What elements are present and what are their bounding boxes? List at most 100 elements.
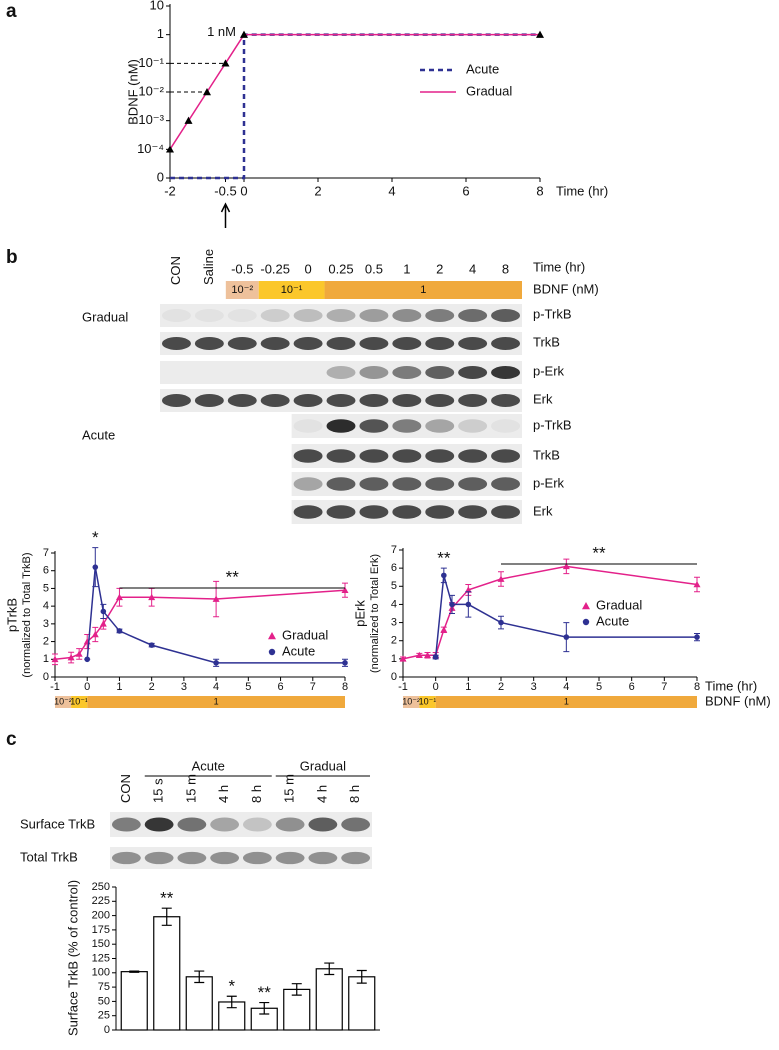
marker	[536, 30, 544, 38]
x-tick-label: 3	[181, 681, 187, 693]
x-tick-label: 3	[531, 681, 537, 693]
error-bar	[226, 995, 237, 1009]
bdnf-strip	[71, 696, 88, 708]
y-axis-label: Surface TrkB (% of control)	[65, 880, 80, 1036]
band	[491, 449, 521, 463]
marker	[116, 628, 123, 634]
band	[392, 449, 422, 463]
band	[425, 309, 455, 322]
x-tick-label: 8	[694, 681, 700, 693]
bdnf-level: 1	[564, 696, 569, 706]
series-line	[170, 33, 540, 180]
y-tick-label: 75	[98, 981, 110, 993]
row-label: Erk	[533, 503, 553, 518]
marker	[432, 654, 439, 660]
bar	[348, 976, 376, 1031]
lane-label: 8 h	[249, 785, 264, 803]
x-tick-label: 0	[433, 681, 439, 693]
blot	[110, 847, 372, 869]
band	[491, 309, 521, 322]
lane-label: 15 m	[282, 774, 297, 803]
bdnf-level: 1	[420, 284, 426, 296]
lane-label: Saline	[201, 249, 216, 285]
x-tick-label: 4	[213, 681, 219, 693]
marker	[582, 618, 590, 626]
x-tick-label: 0	[240, 183, 247, 198]
marker	[563, 634, 570, 640]
band	[359, 477, 389, 491]
row-label: p-Erk	[533, 363, 565, 378]
band	[144, 851, 174, 865]
marker	[100, 608, 107, 615]
bdnf-level: 10⁻¹	[70, 696, 88, 706]
legend-label: Gradual	[466, 83, 512, 98]
marker	[693, 580, 701, 588]
lane-label: CON	[168, 256, 183, 285]
y-tick-label: 7	[43, 547, 49, 559]
marker	[67, 654, 75, 661]
band	[293, 477, 323, 491]
legend-label: Acute	[282, 643, 315, 658]
significance: **	[226, 567, 240, 586]
band	[177, 851, 207, 865]
x-tick-label: 2	[498, 681, 504, 693]
bar	[153, 916, 181, 1031]
group-label: Acute	[82, 427, 115, 442]
annotation: 1 nM	[207, 24, 236, 39]
marker	[92, 564, 99, 570]
legend-label: Gradual	[596, 597, 642, 612]
panel-label: c	[6, 729, 17, 750]
band	[326, 366, 356, 379]
band	[425, 449, 455, 463]
y-axis-label: pTrkB	[4, 598, 19, 632]
bdnf-strip	[87, 696, 345, 708]
y-axis-label: BDNF (nM)	[125, 59, 140, 125]
band	[210, 817, 240, 832]
bdnf-level: 10⁻¹	[419, 696, 437, 706]
band	[308, 817, 338, 832]
band	[242, 851, 272, 865]
bar	[315, 968, 343, 1031]
marker	[184, 116, 193, 124]
bar	[185, 976, 213, 1031]
marker	[166, 145, 174, 153]
legend-label: Gradual	[282, 627, 328, 642]
y-tick-label: 0	[157, 169, 164, 184]
y-tick-label: 200	[92, 910, 110, 922]
band	[326, 449, 356, 463]
band	[458, 419, 488, 433]
axis-label: BDNF (nM)	[533, 281, 599, 296]
marker	[498, 619, 504, 626]
band	[326, 337, 356, 350]
band	[392, 309, 422, 322]
group-label: Gradual	[82, 309, 128, 324]
band	[491, 505, 521, 519]
bdnf-strip	[435, 696, 697, 708]
y-axis-label: (normalized to Total TrkB)	[21, 552, 33, 677]
marker	[562, 562, 570, 570]
marker	[115, 593, 123, 601]
band	[341, 851, 371, 865]
group-label: Gradual	[300, 758, 346, 773]
band	[359, 449, 389, 463]
band	[242, 817, 272, 832]
error-bar	[129, 970, 140, 973]
bdnf-strip	[225, 281, 259, 299]
band	[177, 817, 207, 832]
series-line	[54, 589, 346, 661]
blot	[160, 304, 522, 327]
marker	[75, 650, 83, 657]
significance: **	[592, 543, 606, 562]
band	[326, 394, 356, 407]
band	[491, 419, 521, 433]
band	[491, 394, 521, 407]
y-axis-label: pErk	[352, 600, 367, 627]
row-label: Erk	[533, 391, 553, 406]
band	[326, 309, 356, 322]
y-tick-label: 150	[92, 938, 110, 950]
band	[491, 366, 521, 379]
band	[458, 366, 488, 379]
band	[210, 851, 240, 865]
y-tick-label: 225	[92, 895, 110, 907]
